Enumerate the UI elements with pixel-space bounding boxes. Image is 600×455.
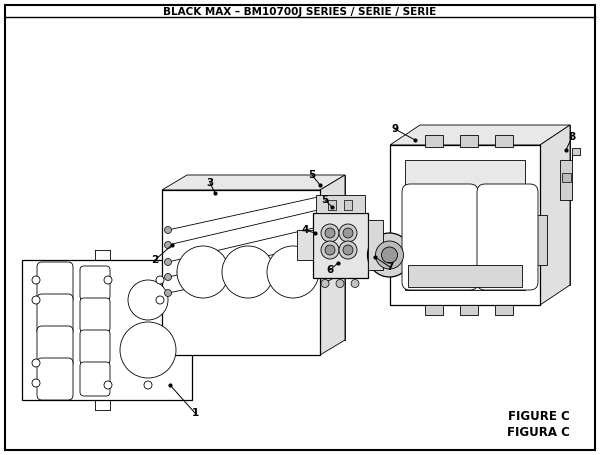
Bar [460,135,478,147]
Circle shape [32,379,40,387]
Text: 5: 5 [308,170,316,180]
Text: 6: 6 [326,265,334,275]
Bar [408,265,522,287]
Circle shape [321,279,329,288]
Circle shape [222,246,274,298]
Circle shape [292,231,344,283]
Text: 3: 3 [206,178,214,188]
Circle shape [104,381,112,389]
Circle shape [343,245,353,255]
Polygon shape [390,145,540,305]
Circle shape [32,296,40,304]
Circle shape [202,231,254,283]
Circle shape [164,273,172,280]
Circle shape [343,228,353,238]
Polygon shape [390,125,570,145]
Circle shape [351,279,359,288]
Circle shape [120,322,176,378]
Text: 5: 5 [322,195,329,205]
Circle shape [32,276,40,284]
FancyBboxPatch shape [402,184,478,290]
Polygon shape [22,260,192,400]
Circle shape [382,247,398,263]
FancyBboxPatch shape [37,326,73,368]
Circle shape [144,381,152,389]
FancyBboxPatch shape [80,362,110,396]
Circle shape [164,242,172,248]
Polygon shape [405,160,525,290]
FancyBboxPatch shape [80,298,110,332]
Circle shape [156,276,164,284]
Bar [495,305,513,315]
Bar [535,215,547,265]
Circle shape [32,359,40,367]
Bar [328,199,336,209]
FancyBboxPatch shape [80,266,110,300]
Circle shape [367,233,412,277]
FancyBboxPatch shape [477,184,538,290]
Bar [460,305,478,315]
Bar [562,173,571,182]
Circle shape [336,279,344,288]
Circle shape [177,246,229,298]
Polygon shape [560,148,580,200]
Circle shape [104,276,112,284]
Text: 9: 9 [391,124,398,134]
Text: FIGURE C: FIGURE C [508,410,570,424]
FancyBboxPatch shape [80,330,110,364]
Circle shape [156,296,164,304]
Circle shape [339,241,357,259]
Bar [316,194,365,212]
Text: 8: 8 [568,132,575,142]
FancyBboxPatch shape [37,262,73,304]
Circle shape [247,231,299,283]
Polygon shape [162,190,320,355]
Text: FIGURA C: FIGURA C [507,426,570,440]
Bar [344,199,352,209]
Bar [367,220,383,270]
Circle shape [376,241,404,269]
Polygon shape [162,175,345,190]
Circle shape [128,280,168,320]
Circle shape [164,289,172,297]
Polygon shape [320,175,345,355]
Circle shape [339,224,357,242]
Circle shape [321,224,339,242]
Bar [495,135,513,147]
Circle shape [164,227,172,233]
Text: 4: 4 [301,225,308,235]
Polygon shape [420,125,570,285]
Circle shape [164,258,172,266]
Circle shape [267,246,319,298]
Text: 1: 1 [191,408,199,418]
Bar [313,212,367,278]
Text: BLACK MAX – BM10700J SERIES / SÉRIE / SERIE: BLACK MAX – BM10700J SERIES / SÉRIE / SE… [163,5,437,17]
FancyBboxPatch shape [37,358,73,400]
FancyBboxPatch shape [37,294,73,336]
Text: 7: 7 [386,262,394,272]
Circle shape [325,228,335,238]
Polygon shape [187,175,345,340]
Bar [296,230,313,260]
Circle shape [321,241,339,259]
Bar [425,135,443,147]
Circle shape [325,245,335,255]
Bar [425,305,443,315]
Polygon shape [540,125,570,305]
Text: 2: 2 [151,255,158,265]
